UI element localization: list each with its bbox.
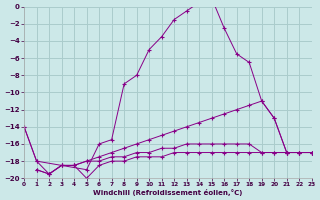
X-axis label: Windchill (Refroidissement éolien,°C): Windchill (Refroidissement éolien,°C) [93, 189, 243, 196]
